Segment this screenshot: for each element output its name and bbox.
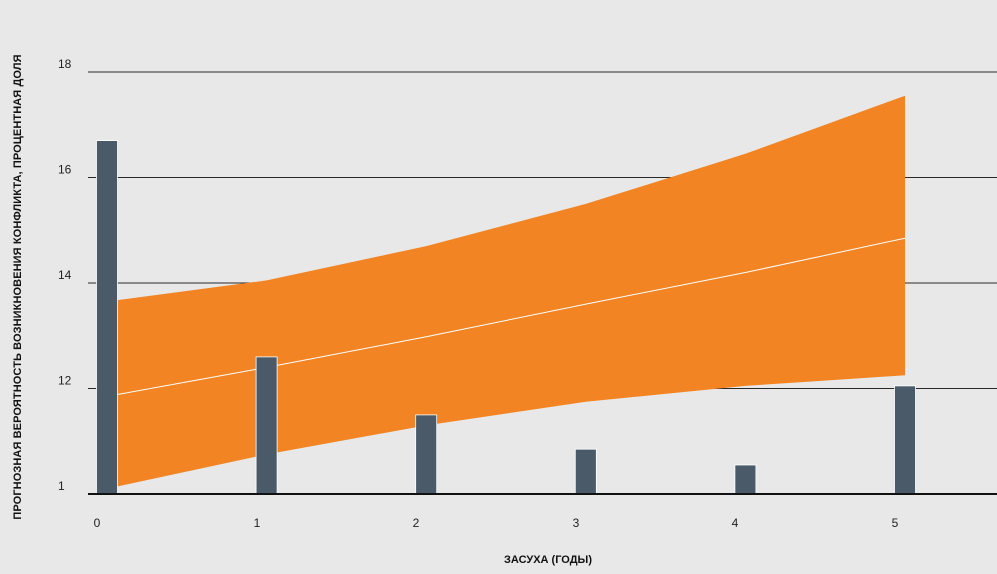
x-tick-label: 4 (732, 516, 739, 530)
y-tick-label: 16 (58, 163, 72, 177)
y-axis-title-wrap: ПРОГНОЗНАЯ ВЕРОЯТНОСТЬ ВОЗНИКНОВЕНИЯ КОН… (0, 0, 30, 574)
bar-4 (734, 464, 757, 495)
x-axis-title: ЗАСУХА (ГОДЫ) (504, 554, 592, 566)
bar-3 (574, 448, 597, 495)
x-tick-label: 0 (94, 516, 101, 530)
confidence-band-layer (107, 95, 905, 489)
x-tick-label: 3 (573, 516, 580, 530)
trend-line-layer (106, 237, 906, 397)
y-tick-labels: 1 12 14 16 18 (58, 57, 72, 493)
bar-5 (894, 385, 916, 495)
trend-line (106, 237, 906, 397)
y-tick-label: 18 (58, 57, 72, 71)
y-axis-title: ПРОГНОЗНАЯ ВЕРОЯТНОСТЬ ВОЗНИКНОВЕНИЯ КОН… (12, 54, 24, 520)
x-tick-label: 2 (413, 516, 420, 530)
y-tick-label: 14 (58, 268, 72, 282)
bar-1 (255, 356, 278, 495)
x-tick-labels: 0 1 2 3 4 5 (94, 516, 899, 530)
y-tick-label: 1 (58, 479, 65, 493)
bar-0 (96, 140, 118, 495)
confidence-band (107, 95, 905, 489)
x-tick-label: 5 (892, 516, 899, 530)
y-tick-label: 12 (58, 374, 72, 388)
bar-2 (415, 414, 438, 495)
x-tick-label: 1 (254, 516, 261, 530)
